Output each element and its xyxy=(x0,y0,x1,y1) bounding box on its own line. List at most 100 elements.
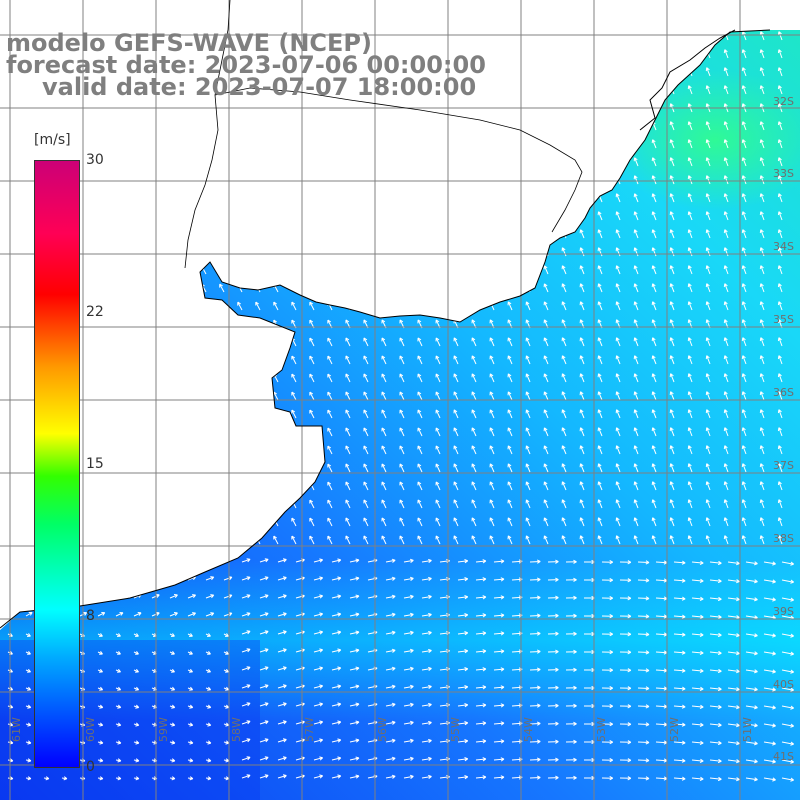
wind-arrow xyxy=(597,463,603,473)
wind-arrow xyxy=(763,561,776,566)
wind-arrow xyxy=(547,649,559,654)
wind-arrow xyxy=(349,774,360,779)
wind-arrow xyxy=(115,612,124,617)
wind-arrow xyxy=(399,427,405,437)
wind-arrow xyxy=(331,684,342,689)
wind-arrow xyxy=(709,578,722,584)
wind-arrow xyxy=(205,594,215,599)
wind-arrow xyxy=(115,668,121,673)
wind-arrow xyxy=(561,301,567,311)
wind-arrow xyxy=(327,355,333,365)
lat-label: 38S xyxy=(773,532,794,545)
wind-arrow xyxy=(745,759,758,764)
wind-arrow xyxy=(457,667,469,672)
wind-arrow xyxy=(309,517,315,527)
wind-arrow xyxy=(219,283,225,293)
wind-arrow xyxy=(723,49,729,59)
wind-arrow xyxy=(277,702,287,707)
wind-arrow xyxy=(475,739,487,744)
wind-arrow xyxy=(633,445,639,455)
wind-arrow xyxy=(597,427,603,437)
wind-arrow xyxy=(615,535,621,545)
wind-arrow xyxy=(781,759,795,764)
wind-arrow xyxy=(723,175,729,185)
wind-arrow xyxy=(525,355,531,365)
wind-arrow xyxy=(381,535,387,545)
wind-arrow xyxy=(633,463,639,473)
wind-arrow xyxy=(489,355,495,365)
wind-arrow xyxy=(457,775,469,780)
wind-arrow xyxy=(277,648,287,653)
wind-arrow xyxy=(691,668,704,673)
wind-arrow xyxy=(327,481,333,491)
wind-arrow xyxy=(363,355,369,365)
wind-arrow xyxy=(745,561,758,566)
wind-arrow xyxy=(615,499,621,509)
wind-arrow xyxy=(727,597,740,602)
wind-arrow xyxy=(723,409,729,419)
wind-arrow xyxy=(259,738,269,743)
wind-arrow xyxy=(651,247,657,257)
wind-arrow xyxy=(633,301,639,311)
wind-arrow xyxy=(619,596,632,601)
wind-arrow xyxy=(633,373,639,383)
wind-arrow xyxy=(651,445,657,455)
wind-arrow xyxy=(327,427,333,437)
wind-arrow xyxy=(579,283,585,293)
wind-arrow xyxy=(453,517,459,527)
wind-arrow xyxy=(597,517,603,527)
wind-arrow xyxy=(543,301,549,311)
wind-arrow xyxy=(673,776,686,781)
wind-arrow xyxy=(475,757,487,762)
wind-arrow xyxy=(565,577,577,582)
wind-arrow xyxy=(507,391,513,401)
wind-arrow xyxy=(313,774,324,779)
wind-arrow xyxy=(525,373,531,383)
wind-arrow xyxy=(349,612,360,617)
wind-arrow xyxy=(673,650,686,655)
wind-arrow xyxy=(633,391,639,401)
lon-label: 61W xyxy=(10,717,23,742)
wind-arrow xyxy=(547,703,559,708)
wind-arrow xyxy=(313,684,324,689)
wind-arrow xyxy=(759,157,765,167)
wind-arrow xyxy=(727,651,740,656)
wind-arrow xyxy=(345,427,351,437)
wind-arrow xyxy=(543,265,549,275)
wind-arrow xyxy=(777,67,783,77)
wind-arrow xyxy=(187,651,193,655)
river-line xyxy=(214,0,231,96)
wind-arrow xyxy=(187,740,194,745)
wind-arrow xyxy=(453,427,459,437)
wind-arrow xyxy=(223,633,229,637)
wind-arrow xyxy=(331,612,342,617)
wind-arrow xyxy=(507,427,513,437)
wind-arrow xyxy=(133,776,140,781)
wind-arrow xyxy=(435,535,441,545)
wind-arrow xyxy=(691,596,704,601)
wind-arrow xyxy=(273,535,279,545)
wind-arrow xyxy=(547,559,559,564)
wind-arrow xyxy=(687,193,693,203)
wind-arrow xyxy=(777,157,783,167)
wind-arrow xyxy=(741,499,747,509)
wind-arrow xyxy=(741,49,747,59)
wind-arrow xyxy=(313,612,324,617)
wind-arrow xyxy=(579,499,585,509)
lat-label: 35S xyxy=(773,313,794,326)
wind-arrow xyxy=(597,535,603,545)
wind-arrow xyxy=(579,355,585,365)
wind-arrow xyxy=(97,722,104,727)
wind-arrow xyxy=(529,559,541,564)
wind-arrow xyxy=(169,722,176,727)
wind-arrow xyxy=(615,445,621,455)
wind-arrow xyxy=(471,427,477,437)
wind-arrow xyxy=(97,612,106,617)
wind-arrow xyxy=(331,648,342,653)
wind-arrow xyxy=(205,776,212,781)
wind-arrow xyxy=(687,247,693,257)
wind-arrow xyxy=(453,391,459,401)
wind-arrow xyxy=(691,740,704,745)
wind-arrow xyxy=(745,651,758,656)
wind-arrow xyxy=(115,651,121,655)
